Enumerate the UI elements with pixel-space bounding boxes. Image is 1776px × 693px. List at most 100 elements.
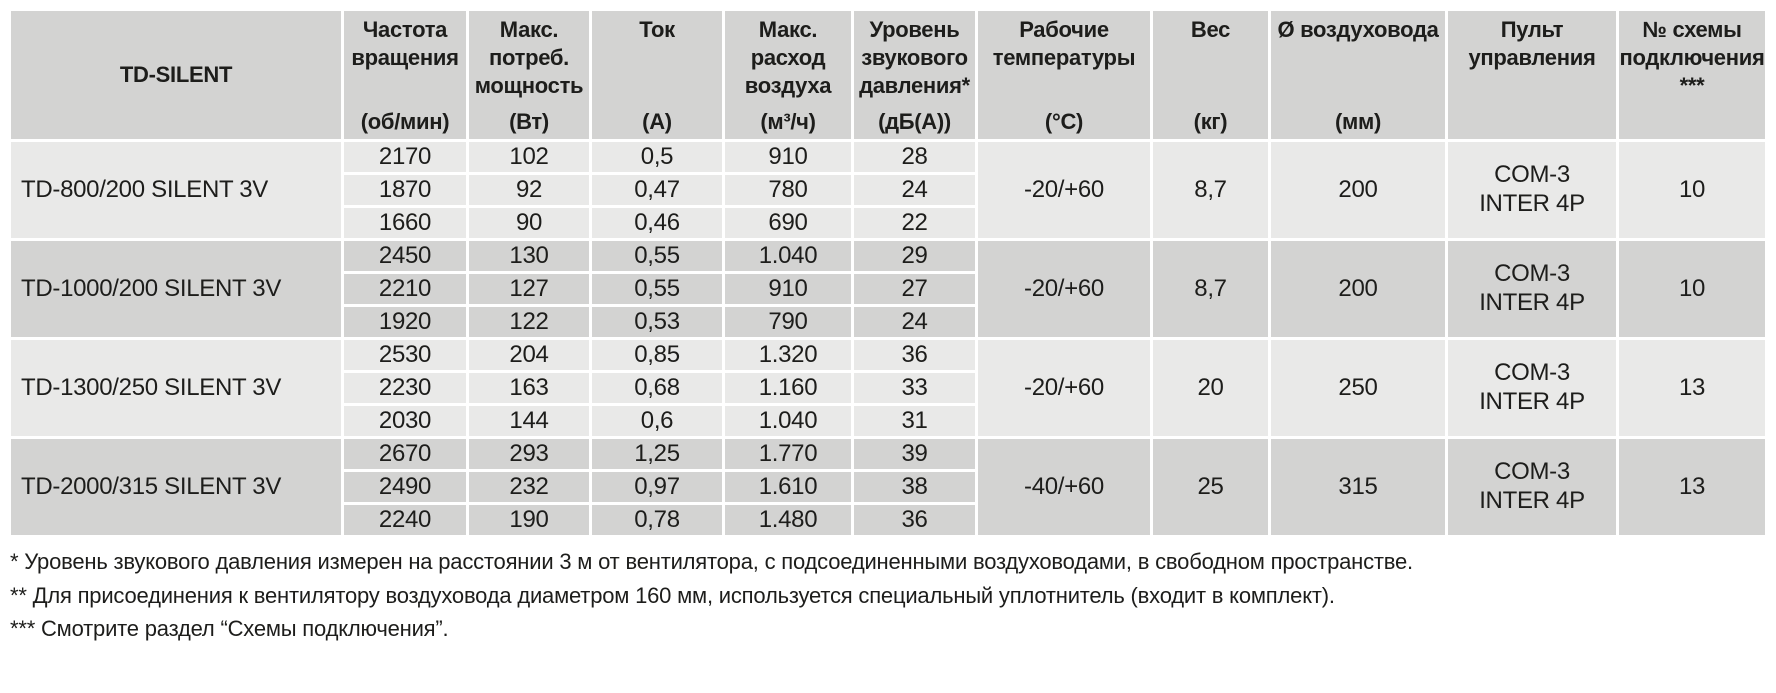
footnote-1: * Уровень звукового давления измерен на … bbox=[10, 549, 1413, 574]
power-cell: 144 bbox=[469, 406, 589, 436]
airflow-cell: 790 bbox=[725, 307, 851, 337]
footnote-3: *** Смотрите раздел “Схемы подключения”. bbox=[10, 616, 449, 641]
weight-cell: 8,7 bbox=[1153, 241, 1268, 337]
power-cell: 90 bbox=[469, 208, 589, 238]
noise-cell: 33 bbox=[854, 373, 975, 403]
noise-cell: 39 bbox=[854, 439, 975, 469]
rpm-cell: 2230 bbox=[344, 373, 466, 403]
table-row: 2210 127 0,55 910 27 bbox=[11, 274, 1765, 304]
current-cell: 0,97 bbox=[592, 472, 722, 502]
airflow-cell: 690 bbox=[725, 208, 851, 238]
current-cell: 0,68 bbox=[592, 373, 722, 403]
diameter-cell: 315 bbox=[1271, 439, 1445, 535]
header-diameter: Ø воздуховода (мм) bbox=[1271, 11, 1445, 139]
noise-cell: 31 bbox=[854, 406, 975, 436]
rpm-cell: 2240 bbox=[344, 505, 466, 535]
rpm-cell: 2530 bbox=[344, 340, 466, 370]
weight-cell: 20 bbox=[1153, 340, 1268, 436]
airflow-cell: 1.160 bbox=[725, 373, 851, 403]
scheme-cell: 10 bbox=[1619, 142, 1765, 238]
header-unit: (кг) bbox=[1193, 108, 1228, 134]
header-label: Макс. потреб. мощность bbox=[474, 17, 584, 99]
td-silent-spec-table: TD-SILENT Частота вращения (об/мин) Макс… bbox=[8, 8, 1768, 538]
noise-cell: 27 bbox=[854, 274, 975, 304]
noise-cell: 38 bbox=[854, 472, 975, 502]
header-unit: (об/мин) bbox=[360, 108, 450, 134]
table-row: TD-1300/250 SILENT 3V 2530 204 0,85 1.32… bbox=[11, 340, 1765, 436]
power-cell: 293 bbox=[469, 439, 589, 469]
temp-cell: -20/+60 bbox=[978, 340, 1150, 436]
airflow-cell: 1.040 bbox=[725, 241, 851, 271]
header-noise: Уровень звукового давления* (дБ(А)) bbox=[854, 11, 975, 139]
header-rpm: Частота вращения (об/мин) bbox=[344, 11, 466, 139]
header-scheme: № схемы подключения *** bbox=[1619, 11, 1765, 139]
header-unit: (Вт) bbox=[509, 108, 549, 134]
noise-cell: 28 bbox=[854, 142, 975, 172]
airflow-cell: 910 bbox=[725, 274, 851, 304]
controller-cell: COM-3 INTER 4P bbox=[1448, 439, 1616, 535]
model-cell: TD-1300/250 SILENT 3V bbox=[11, 340, 341, 436]
header-label: Ток bbox=[639, 17, 675, 42]
current-cell: 0,55 bbox=[592, 241, 722, 271]
current-cell: 0,47 bbox=[592, 175, 722, 205]
table-row: TD-1000/200 SILENT 3V 2450 130 0,55 1.04… bbox=[11, 241, 1765, 337]
temp-cell: -40/+60 bbox=[978, 439, 1150, 535]
header-power: Макс. потреб. мощность (Вт) bbox=[469, 11, 589, 139]
table-row: 2030 144 0,6 1.040 31 bbox=[11, 406, 1765, 436]
diameter-cell: 200 bbox=[1271, 142, 1445, 238]
power-cell: 102 bbox=[469, 142, 589, 172]
scheme-cell: 13 bbox=[1619, 439, 1765, 535]
rpm-cell: 2030 bbox=[344, 406, 466, 436]
noise-cell: 36 bbox=[854, 340, 975, 370]
header-label: TD-SILENT bbox=[119, 62, 233, 88]
airflow-cell: 1.320 bbox=[725, 340, 851, 370]
rpm-cell: 2490 bbox=[344, 472, 466, 502]
model-group: TD-1300/250 SILENT 3V 2530 204 0,85 1.32… bbox=[11, 340, 1765, 436]
table-row: 1660 90 0,46 690 22 bbox=[11, 208, 1765, 238]
power-cell: 130 bbox=[469, 241, 589, 271]
header-weight: Вес (кг) bbox=[1153, 11, 1268, 139]
header-current: Ток (А) bbox=[592, 11, 722, 139]
header-label: № схемы подключения *** bbox=[1619, 17, 1765, 99]
airflow-cell: 780 bbox=[725, 175, 851, 205]
model-cell: TD-800/200 SILENT 3V bbox=[11, 142, 341, 238]
power-cell: 190 bbox=[469, 505, 589, 535]
header-label: Ø воздуховода bbox=[1277, 17, 1439, 42]
scheme-cell: 13 bbox=[1619, 340, 1765, 436]
rpm-cell: 1660 bbox=[344, 208, 466, 238]
temp-cell: -20/+60 bbox=[978, 241, 1150, 337]
table-row: 2230 163 0,68 1.160 33 bbox=[11, 373, 1765, 403]
header-unit: (м³/ч) bbox=[760, 108, 816, 134]
header-unit: (А) bbox=[642, 108, 672, 134]
rpm-cell: 2170 bbox=[344, 142, 466, 172]
table-row: 1870 92 0,47 780 24 bbox=[11, 175, 1765, 205]
model-group: TD-2000/315 SILENT 3V 2670 293 1,25 1.77… bbox=[11, 439, 1765, 535]
diameter-cell: 200 bbox=[1271, 241, 1445, 337]
rpm-cell: 1920 bbox=[344, 307, 466, 337]
table-row: TD-800/200 SILENT 3V 2170 102 0,5 910 28… bbox=[11, 142, 1765, 238]
airflow-cell: 1.610 bbox=[725, 472, 851, 502]
catalog-page: TD-SILENT Частота вращения (об/мин) Макс… bbox=[8, 8, 1768, 641]
rpm-cell: 2210 bbox=[344, 274, 466, 304]
weight-cell: 25 bbox=[1153, 439, 1268, 535]
rpm-cell: 1870 bbox=[344, 175, 466, 205]
header-airflow: Макс. расход воздуха (м³/ч) bbox=[725, 11, 851, 139]
header-model: TD-SILENT bbox=[11, 11, 341, 139]
header-label: Рабочие температуры bbox=[992, 17, 1136, 71]
header-label: Пульт управления bbox=[1468, 17, 1596, 71]
power-cell: 127 bbox=[469, 274, 589, 304]
table-row: 2490 232 0,97 1.610 38 bbox=[11, 472, 1765, 502]
noise-cell: 29 bbox=[854, 241, 975, 271]
table-row: TD-2000/315 SILENT 3V 2670 293 1,25 1.77… bbox=[11, 439, 1765, 535]
controller-cell: COM-3 INTER 4P bbox=[1448, 142, 1616, 238]
model-group: TD-800/200 SILENT 3V 2170 102 0,5 910 28… bbox=[11, 142, 1765, 238]
header-temp: Рабочие температуры (°С) bbox=[978, 11, 1150, 139]
header-label: Макс. расход воздуха bbox=[744, 17, 832, 99]
current-cell: 0,78 bbox=[592, 505, 722, 535]
model-group: TD-1000/200 SILENT 3V 2450 130 0,55 1.04… bbox=[11, 241, 1765, 337]
current-cell: 0,6 bbox=[592, 406, 722, 436]
diameter-cell: 250 bbox=[1271, 340, 1445, 436]
weight-cell: 8,7 bbox=[1153, 142, 1268, 238]
power-cell: 163 bbox=[469, 373, 589, 403]
header-unit: (°С) bbox=[1044, 108, 1084, 134]
